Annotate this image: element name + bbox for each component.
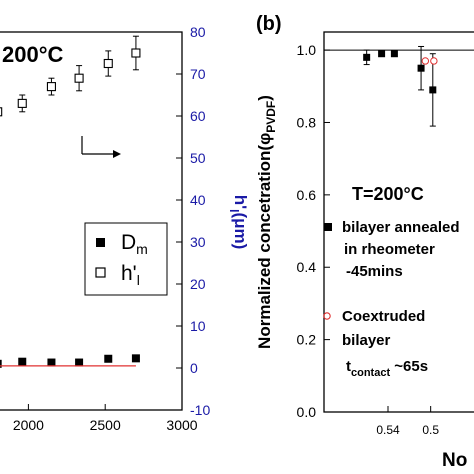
- y-tick-label: 0.2: [297, 332, 317, 348]
- legend-coextruded-line2: bilayer: [342, 332, 391, 349]
- annealed-point: [390, 50, 398, 58]
- legend-contact-time: tcontact ~65s: [346, 358, 428, 379]
- legend-open-square-icon: [95, 267, 106, 278]
- panel-b-label: (b): [256, 13, 282, 35]
- y-tick-label: 1.0: [297, 42, 317, 58]
- annealed-point: [363, 53, 371, 61]
- x-tick-label: 0.5: [422, 423, 439, 437]
- coextruded-point: [421, 57, 430, 65]
- x-tick-label: 2500: [90, 417, 121, 433]
- panel-a-x-ticks: 2000 2500 3000: [13, 404, 198, 433]
- legend-bilayer-line1: bilayer annealed: [342, 219, 460, 236]
- y-tick-label: 0.8: [297, 114, 317, 130]
- legend-hl-label: h'l: [121, 262, 140, 288]
- x-tick-label: 0.54: [376, 423, 400, 437]
- dm-point: [104, 354, 113, 363]
- hl-point: [131, 48, 141, 58]
- y2-tick-label: 50: [190, 150, 206, 166]
- y2-tick-label: 40: [190, 192, 206, 208]
- legend-open-circle-icon: [323, 312, 331, 320]
- annealed-point: [378, 50, 386, 58]
- y2-tick-label: 60: [190, 108, 206, 124]
- hl-point: [17, 98, 27, 108]
- annealed-point: [417, 64, 425, 72]
- legend-coextruded-line1: Coextruded: [342, 308, 425, 325]
- panel-b: (b) Normalized concetration(φPVDF) No T=…: [255, 13, 474, 471]
- y-tick-label: 0.0: [297, 404, 317, 420]
- panel-b-y-axis-label: Normalized concetration(φPVDF): [255, 95, 278, 349]
- y2-tick-label: 80: [190, 24, 206, 40]
- x-tick-label: 2000: [13, 417, 44, 433]
- y2-tick-label: 70: [190, 66, 206, 82]
- hl-point: [46, 82, 56, 92]
- dm-point: [75, 358, 84, 367]
- hl-point: [103, 58, 113, 69]
- panel-b-legend: bilayer annealed in rheometer -45mins Co…: [323, 219, 460, 379]
- y2-tick-label: 20: [190, 276, 206, 292]
- annealed-point: [429, 86, 437, 94]
- y2-tick-label: -10: [190, 402, 210, 418]
- y-tick-label: 0.4: [297, 259, 317, 275]
- legend-bilayer-line2: in rheometer: [344, 241, 435, 258]
- x-tick-label: 3000: [166, 417, 197, 433]
- y2-tick-label: 10: [190, 318, 206, 334]
- dm-point: [47, 358, 56, 367]
- panel-a-right-axis-label: h'l(μm): [227, 195, 250, 250]
- panel-b-x-axis-label: No: [442, 450, 467, 471]
- legend-filled-square-icon: [324, 223, 332, 231]
- legend-box: [84, 222, 168, 296]
- panel-a-right-axis-ticks: -10 0 10 20 30 40 50 60 70 80: [176, 24, 210, 418]
- panel-a-temp-label: 200°C: [2, 42, 64, 67]
- hl-point: [0, 107, 3, 117]
- panel-b-plot-area: [323, 31, 474, 413]
- panel-a-marks: [0, 35, 141, 368]
- panel-b-y-ticks: 0.0 0.2 0.4 0.6 0.8 1.0: [297, 42, 330, 420]
- legend-filled-square-icon: [96, 238, 105, 247]
- dm-point: [18, 357, 27, 366]
- y2-tick-label: 30: [190, 234, 206, 250]
- legend-bilayer-line3: -45mins: [346, 263, 403, 280]
- legend-dm-label: Dm: [121, 231, 148, 257]
- coextruded-point: [430, 57, 438, 65]
- panel-a-legend: Dm h'l: [84, 222, 168, 296]
- dm-point: [131, 354, 140, 363]
- panel-a: 200°C Dm h'l 2000 2500 3000 -10 0 10 20 30 40 50…: [0, 24, 250, 433]
- y2-tick-label: 0: [190, 360, 198, 376]
- y-tick-label: 0.6: [297, 187, 317, 203]
- panel-a-direction-arrow: [81, 136, 121, 158]
- panel-a-plot-area: [0, 31, 183, 411]
- panel-b-temp-label: T=200°C: [352, 184, 424, 204]
- hl-point: [74, 73, 84, 83]
- panel-b-marks: [324, 45, 474, 127]
- dm-point: [0, 359, 2, 368]
- panel-b-x-ticks: 0.54 0.5: [376, 406, 439, 437]
